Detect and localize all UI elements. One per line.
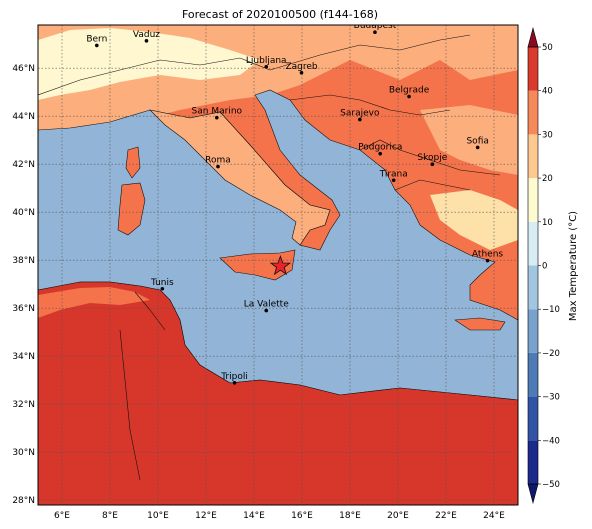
colorbar: −50 −40 −30 −20 −10 0 10 20 30 40 50 Max Temperatu… — [527, 26, 579, 505]
colorbar-tick-label: −10 — [542, 305, 560, 315]
colorbar-tick-label: 0 — [542, 262, 547, 272]
colorbar-segment — [528, 265, 538, 310]
lat-tick-label: 30°N — [12, 448, 35, 458]
city-label: Sarajevo — [340, 109, 380, 119]
lat-tick-label: 40°N — [12, 208, 35, 218]
lat-tick-label: 28°N — [12, 496, 35, 506]
city-label: Zagreb — [285, 62, 317, 72]
lon-tick-label: 18°E — [339, 511, 361, 521]
lat-tick-label: 34°N — [12, 352, 35, 362]
land-corsica — [125, 146, 141, 179]
city-dot — [299, 70, 304, 75]
city-label: Tripoli — [220, 372, 248, 382]
city-label: Ljubljana — [246, 56, 287, 66]
colorbar-tick-label: 50 — [542, 43, 553, 53]
city-dot — [95, 43, 99, 48]
colorbar-segment — [528, 309, 538, 353]
city-dot — [215, 115, 219, 120]
lat-tick-label: 46°N — [12, 64, 35, 74]
city-label: Tirana — [379, 169, 408, 179]
lon-tick-label: 24°E — [483, 511, 505, 521]
city-dot — [264, 64, 269, 69]
city-label: Skopje — [417, 153, 447, 163]
colorbar-segment — [528, 47, 538, 91]
city-dot — [264, 308, 269, 313]
colorbar-segment — [528, 352, 538, 397]
lon-tick-label: 22°E — [435, 511, 457, 521]
lat-tick-label: 32°N — [12, 400, 35, 410]
lon-tick-label: 6°E — [54, 511, 70, 521]
city-dot — [391, 178, 396, 183]
city-dot — [407, 94, 411, 99]
lat-tick-label: 36°N — [12, 304, 35, 314]
colorbar-tick-label: −30 — [542, 393, 560, 403]
country-borders — [38, 34, 501, 481]
city-label: Budapest — [354, 21, 397, 31]
temperature-zone-tunisia — [38, 287, 150, 318]
colorbar-tick-label: −40 — [542, 436, 560, 446]
temperature-zone-cold — [38, 28, 260, 100]
colorbar-segment — [528, 440, 538, 484]
lon-tick-label: 8°E — [102, 511, 118, 521]
selected-location-star — [269, 254, 292, 276]
city-label: La Valette — [244, 300, 289, 310]
colorbar-tick-label: 20 — [542, 174, 553, 184]
colorbar-tick-label: −20 — [542, 349, 560, 359]
city-label: Vaduz — [133, 30, 160, 40]
land-sardinia — [117, 182, 146, 236]
lon-tick-labels: 6°E 8°E 10°E 12°E 14°E 16°E 18°E 20°E 22°E 24°E — [54, 511, 505, 521]
land-italy — [149, 109, 331, 246]
city-dot — [378, 151, 383, 156]
city-dot — [216, 164, 220, 169]
lat-tick-label: 44°N — [12, 112, 35, 122]
colorbar-segment — [528, 221, 538, 266]
chart-title: Forecast of 2020100500 (f144-168) — [182, 8, 378, 21]
map-frame — [37, 24, 519, 506]
city-label: Tunis — [150, 278, 174, 288]
city-dot — [160, 286, 165, 291]
city-dot — [144, 39, 149, 43]
city-label: Bern — [86, 34, 107, 44]
city-label: Roma — [205, 156, 231, 166]
city-label: Athens — [472, 250, 503, 260]
lon-tick-label: 10°E — [147, 511, 169, 521]
city-label: Sofia — [466, 136, 488, 146]
lat-tick-label: 42°N — [12, 160, 35, 170]
lat-tick-label: 38°N — [12, 256, 35, 266]
colorbar-min-arrow — [527, 483, 539, 505]
colorbar-tick-label: 30 — [542, 130, 553, 140]
city-label: Belgrade — [389, 86, 430, 96]
city-label: Podgorica — [358, 143, 402, 153]
temperature-zone-mild-balkans — [420, 105, 518, 175]
graticule — [38, 25, 518, 505]
colorbar-tick-label: −50 — [542, 480, 560, 490]
land-crete — [454, 317, 506, 331]
lon-tick-label: 16°E — [291, 511, 313, 521]
colorbar-tick-label: 10 — [542, 218, 553, 228]
lon-tick-label: 12°E — [195, 511, 217, 521]
city-dot — [485, 258, 490, 263]
city-dot — [232, 381, 237, 385]
lat-tick-labels: 28°N 30°N 32°N 34°N 36°N 38°N 40°N 42°N 44°N 46°N — [12, 64, 35, 506]
city-dot — [358, 117, 362, 122]
colorbar-segment — [528, 178, 538, 222]
colorbar-segment — [528, 396, 538, 441]
city-dot — [475, 145, 480, 150]
colorbar-tick-label: 40 — [542, 87, 553, 97]
lon-tick-label: 20°E — [387, 511, 409, 521]
colorbar-label: Max Temperature (°C) — [568, 211, 579, 321]
city-label: San Marino — [192, 107, 243, 117]
lon-tick-label: 14°E — [243, 511, 265, 521]
colorbar-segment — [528, 134, 538, 179]
colorbar-segment — [528, 90, 538, 135]
colorbar-max-arrow — [527, 26, 539, 48]
temperature-zone-pale-greece — [430, 190, 518, 250]
city-dot — [430, 162, 435, 166]
city-dot — [373, 30, 377, 34]
